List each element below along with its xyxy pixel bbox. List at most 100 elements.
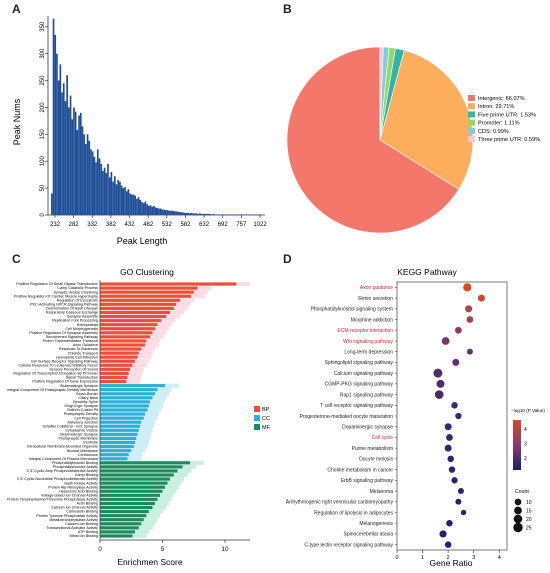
go-term-label: Nuclear Membrane bbox=[67, 449, 98, 453]
go-bar bbox=[100, 363, 133, 367]
go-term-label: Metal Ion Binding bbox=[70, 534, 99, 538]
go-bar bbox=[100, 526, 139, 530]
histogram-bar bbox=[57, 80, 60, 215]
histogram-bar bbox=[91, 151, 94, 215]
histogram-bar bbox=[190, 212, 193, 215]
pathway-point bbox=[439, 530, 447, 538]
go-clustering-chart: GO Clustering Positive Regulation Of Sma… bbox=[7, 267, 271, 567]
go-term-label: ATP Binding bbox=[78, 530, 98, 534]
go-term-label: Ciliary Base bbox=[78, 396, 98, 400]
x-tick-label: 632 bbox=[199, 222, 210, 228]
x-tick-label: 1022 bbox=[253, 222, 267, 228]
pathway-label: C-type lectin receptor signaling pathway bbox=[304, 542, 393, 548]
pie-slice bbox=[286, 46, 460, 234]
x-tick-label: 1 bbox=[421, 555, 424, 561]
go-bar bbox=[100, 514, 147, 518]
go-term-label: Glutamatergic Synapse bbox=[60, 384, 98, 388]
legend-label: Five prime UTR: 1.53% bbox=[478, 112, 536, 118]
pathway-point bbox=[457, 488, 464, 495]
go-bar bbox=[100, 522, 142, 526]
pie-legend: Intergenic: 66.07% Intron: 29.71% Five pri… bbox=[468, 95, 540, 143]
go-term-label: Response To Bacterium bbox=[59, 347, 98, 351]
pathway-point bbox=[455, 498, 462, 505]
go-term-label: Cell Projection bbox=[74, 416, 98, 420]
go-bar bbox=[100, 327, 155, 331]
histogram-bar bbox=[129, 193, 131, 215]
histogram-bar bbox=[197, 213, 200, 215]
histogram-bar bbox=[202, 213, 205, 215]
histogram-bar bbox=[149, 205, 152, 215]
go-bar bbox=[100, 302, 177, 306]
legend-label: BP bbox=[262, 407, 270, 413]
go-bar bbox=[100, 428, 139, 432]
pathway-point bbox=[452, 358, 460, 366]
x-tick-label: 0 bbox=[395, 555, 398, 561]
panel-label-b: B bbox=[283, 2, 292, 16]
pathway-label: T cell receptor signaling pathway bbox=[320, 403, 393, 409]
go-term-label: PKC-Activating GPCR Signaling Pathway bbox=[30, 302, 98, 306]
legend-label: Three prime UTR: 0.59% bbox=[478, 137, 540, 143]
plot-frame bbox=[396, 281, 508, 551]
histogram-bar bbox=[51, 193, 53, 215]
go-bar bbox=[100, 453, 129, 457]
histogram-bar bbox=[142, 203, 145, 215]
histogram-bar bbox=[79, 112, 82, 215]
legend-label: CDS: 0.99% bbox=[478, 129, 509, 135]
pathway-label: Morphine addiction bbox=[351, 317, 393, 323]
pathway-point bbox=[446, 519, 453, 527]
histogram-bar bbox=[107, 163, 109, 215]
histogram-bar bbox=[68, 107, 70, 215]
x-tick-label: 532 bbox=[162, 222, 173, 228]
histogram-bar bbox=[134, 195, 137, 215]
go-term-label: Chloride Transport bbox=[68, 351, 98, 355]
x-tick-label: 3 bbox=[472, 555, 475, 561]
go-term-label: Protein Tyrosine Phosphatase Activity bbox=[36, 514, 98, 518]
pathway-label: Long-term depression bbox=[344, 349, 393, 355]
size-legend-label: 10 bbox=[526, 500, 532, 506]
go-bar bbox=[100, 396, 153, 400]
pathway-label: Rap1 signaling pathway bbox=[340, 392, 394, 398]
pathway-point bbox=[460, 509, 467, 516]
histogram-bar bbox=[180, 212, 182, 215]
y-tick-label: 0 bbox=[40, 213, 46, 217]
panel-label-a: A bbox=[12, 2, 21, 16]
go-bar bbox=[100, 400, 150, 404]
histogram-bar bbox=[219, 214, 222, 215]
size-legend-label: 25 bbox=[526, 526, 532, 532]
go-bar bbox=[100, 493, 160, 497]
go-bar bbox=[100, 335, 150, 339]
go-term-label: Calcium Ion Channel Activity bbox=[51, 506, 98, 510]
go-term-label: Hyaluronic Acid Binding bbox=[59, 489, 98, 493]
histogram-bar bbox=[151, 206, 154, 215]
histogram-bar bbox=[90, 149, 92, 215]
histogram-bar bbox=[122, 188, 125, 215]
pathway-label: ECM-receptor interaction bbox=[337, 328, 393, 334]
go-term-label: Positive Regulation Of Small Gtpase Tran… bbox=[16, 282, 98, 286]
x-tick-label: 692 bbox=[218, 222, 229, 228]
histogram-bar bbox=[166, 210, 169, 215]
histogram-bar bbox=[260, 214, 262, 215]
go-bar bbox=[100, 404, 149, 408]
size-legend-dot bbox=[513, 514, 523, 524]
histogram-bar bbox=[204, 213, 206, 215]
go-bar bbox=[100, 416, 144, 420]
y-tick-label: 350 bbox=[40, 21, 46, 32]
histogram-bar bbox=[239, 214, 242, 215]
pathway-point bbox=[444, 541, 452, 548]
histogram-bar bbox=[253, 214, 256, 215]
go-term-label: Adherens Junction bbox=[67, 420, 98, 424]
histogram-bar bbox=[248, 214, 251, 215]
go-bar bbox=[100, 473, 174, 477]
histogram-bar bbox=[233, 214, 235, 215]
histogram-bar bbox=[132, 194, 135, 215]
go-bar bbox=[100, 505, 153, 510]
go-term-label: Protein Atp-Ribosylase Activity bbox=[48, 485, 98, 489]
go-term-label: Dendritic Spine bbox=[73, 400, 98, 404]
go-bar bbox=[100, 343, 145, 347]
histogram-bar bbox=[159, 208, 162, 215]
go-term-label: Camp Binding bbox=[75, 473, 98, 477]
pathway-point bbox=[441, 337, 450, 345]
histogram-bar bbox=[158, 208, 160, 215]
histogram-bar bbox=[250, 214, 252, 215]
histogram-bar bbox=[110, 171, 113, 215]
